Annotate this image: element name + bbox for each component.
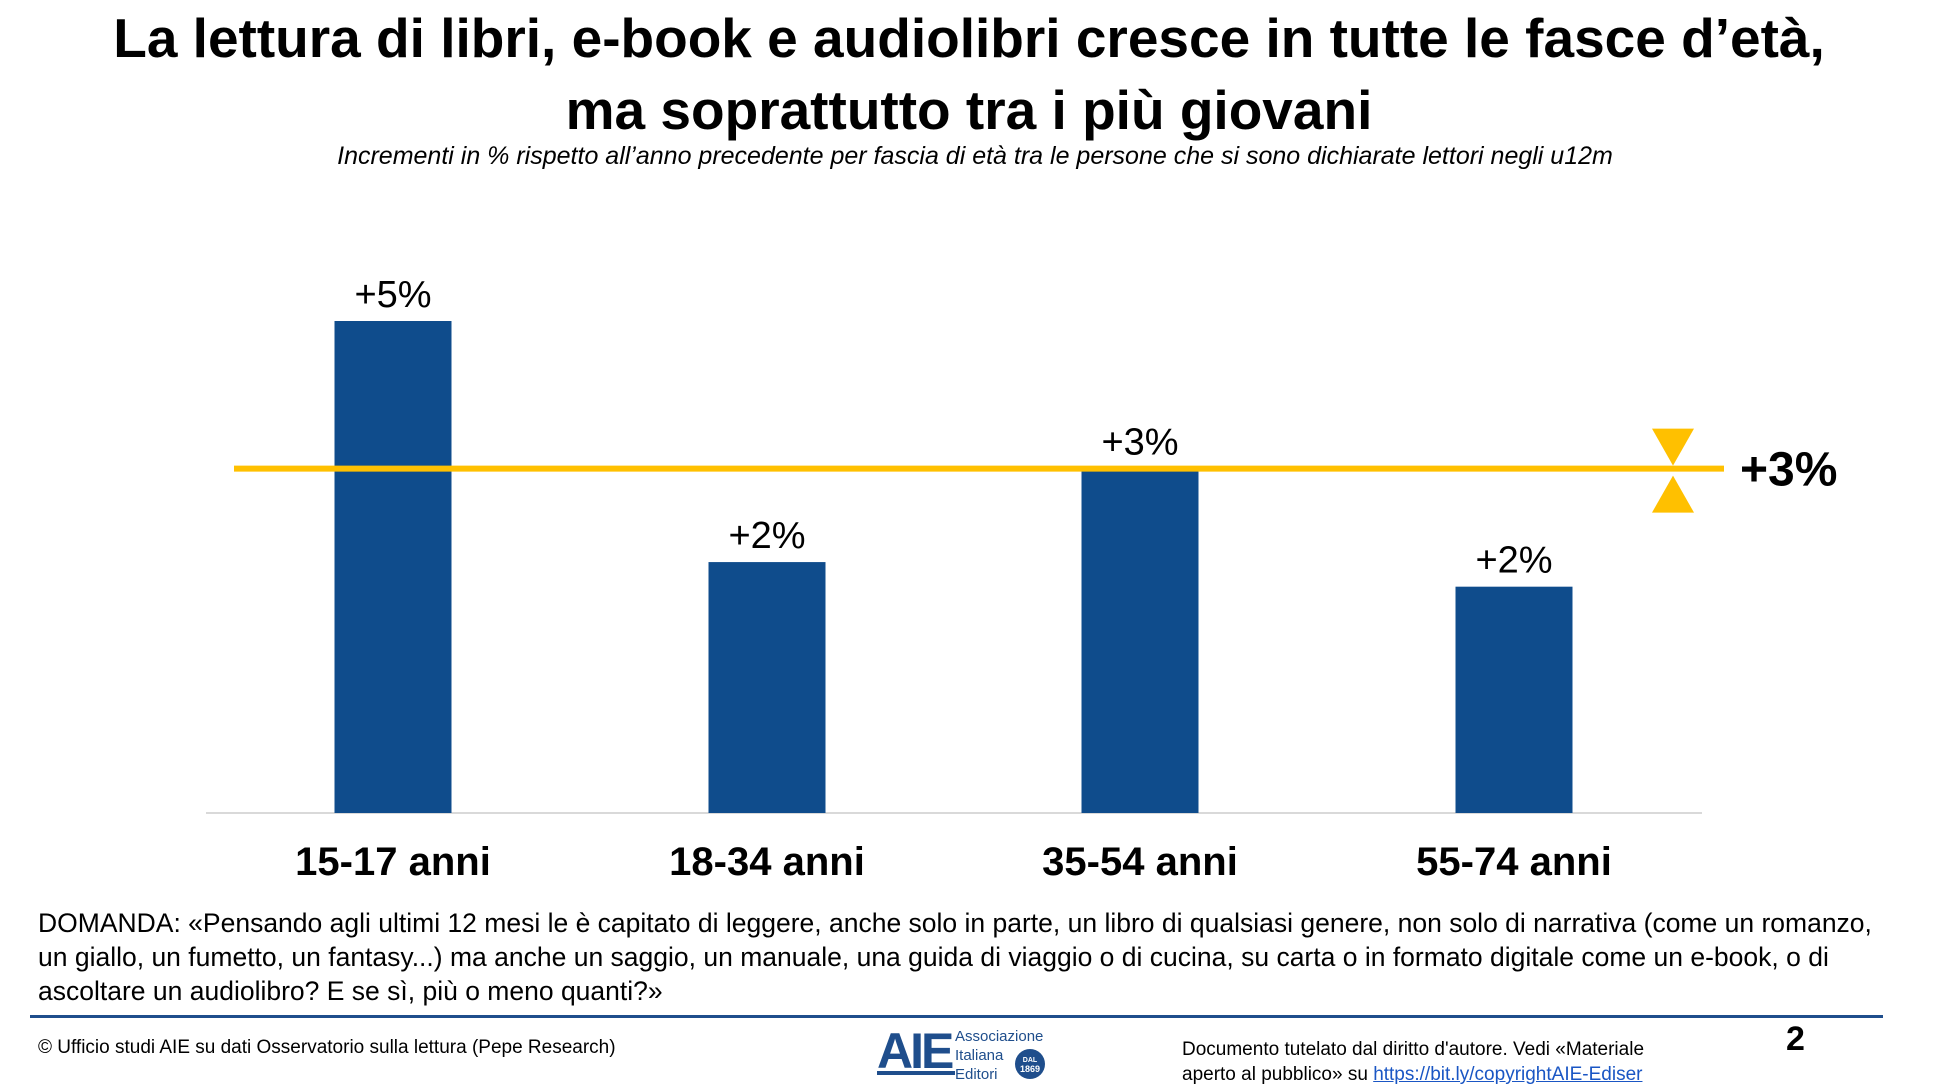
bar <box>334 321 452 813</box>
page-title: La lettura di libri, e-book e audiolibri… <box>0 2 1938 146</box>
copyright-text: aperto al pubblico» su <box>1182 1064 1374 1085</box>
category-label: 15-17 anni <box>295 840 491 884</box>
logo-badge: DAL <box>1023 1057 1038 1064</box>
copyright-link[interactable]: https://bit.ly/copyrightAIE-Ediser <box>1373 1064 1643 1085</box>
aie-logo: AIE Associazione Italiana Editori DAL 18… <box>877 1024 1045 1080</box>
copyright-line: Documento tutelato dal diritto d'autore.… <box>1182 1039 1645 1060</box>
bar-chart: +5% 15-17 anni +2% 18-34 anni +3% 35-54 anni +… <box>206 274 1837 884</box>
title-line-2: ma soprattutto tra i più giovani <box>565 79 1373 141</box>
data-label: +2% <box>728 515 805 557</box>
data-label: +2% <box>1475 540 1552 582</box>
category-label: 35-54 anni <box>1042 840 1238 884</box>
data-label: +5% <box>354 274 431 316</box>
logo-text: Italiana <box>955 1047 1004 1064</box>
bar <box>708 562 826 813</box>
logo-text: Associazione <box>955 1028 1043 1045</box>
page-number: 2 <box>1786 1020 1805 1058</box>
question-text: DOMANDA: «Pensando agli ultimi 12 mesi l… <box>38 908 1872 1006</box>
footer-divider <box>30 1015 1883 1018</box>
copyright-line: aperto al pubblico» su https://bit.ly/co… <box>1182 1062 1644 1087</box>
logo-text: Editori <box>955 1066 998 1080</box>
subtitle: Incrementi in % rispetto all’anno preced… <box>337 142 1613 170</box>
bar <box>1081 468 1199 813</box>
category-label: 18-34 anni <box>669 840 865 884</box>
triangle-up-icon <box>1652 475 1694 513</box>
average-label: +3% <box>1740 444 1837 497</box>
source-note: © Ufficio studi AIE su dati Osservatorio… <box>38 1037 616 1058</box>
data-label: +3% <box>1101 422 1178 464</box>
category-label: 55-74 anni <box>1416 840 1612 884</box>
title-line-1: La lettura di libri, e-book e audiolibri… <box>113 7 1825 69</box>
bar <box>1455 586 1573 813</box>
logo-badge: 1869 <box>1020 1064 1040 1074</box>
triangle-down-icon <box>1652 428 1694 466</box>
logo-mark: AIE <box>877 1024 953 1079</box>
